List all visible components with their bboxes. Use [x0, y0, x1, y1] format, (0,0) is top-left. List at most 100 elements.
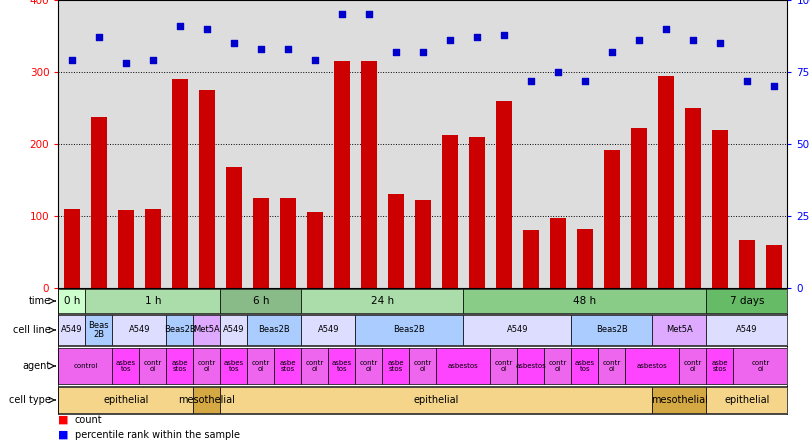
Text: Beas2B: Beas2B [394, 325, 425, 334]
Text: asbe
stos: asbe stos [172, 360, 188, 372]
Text: count: count [75, 415, 102, 425]
Bar [113, 348, 139, 385]
Bar [334, 61, 350, 288]
Point [362, 11, 375, 18]
Point [200, 25, 213, 32]
Text: Beas
2B: Beas 2B [88, 321, 109, 339]
Bar [194, 315, 220, 345]
Text: cell type: cell type [9, 395, 51, 405]
Text: A549: A549 [318, 325, 339, 334]
Bar [652, 387, 706, 413]
Bar [166, 315, 194, 345]
Point [605, 48, 618, 56]
Bar [544, 348, 571, 385]
Text: contr
ol: contr ol [198, 360, 216, 372]
Text: 6 h: 6 h [253, 296, 269, 306]
Bar [145, 209, 161, 288]
Text: time: time [29, 296, 51, 306]
Text: asbestos: asbestos [448, 363, 479, 369]
Text: percentile rank within the sample: percentile rank within the sample [75, 429, 240, 440]
Point [714, 40, 727, 47]
Point [524, 77, 537, 84]
Bar [712, 130, 728, 288]
Text: contr
ol: contr ol [143, 360, 162, 372]
Text: epithelial: epithelial [724, 395, 769, 405]
Text: Beas2B: Beas2B [596, 325, 628, 334]
Bar [253, 198, 269, 288]
Bar [275, 348, 301, 385]
Text: ■: ■ [58, 415, 69, 425]
Text: contr
ol: contr ol [548, 360, 567, 372]
Text: A549: A549 [61, 325, 83, 334]
Point [147, 57, 160, 64]
Text: asbe
stos: asbe stos [387, 360, 404, 372]
Text: contr
ol: contr ol [495, 360, 513, 372]
Bar [577, 229, 593, 288]
Bar [247, 315, 301, 345]
Bar [360, 61, 377, 288]
Bar [409, 348, 437, 385]
Bar [301, 315, 356, 345]
Text: contr
ol: contr ol [751, 360, 769, 372]
Bar [599, 348, 625, 385]
Bar [469, 137, 485, 288]
Text: cell line: cell line [13, 325, 51, 335]
Point [633, 37, 646, 44]
Bar [91, 117, 107, 288]
Text: A549: A549 [223, 325, 245, 334]
Text: asbestos: asbestos [637, 363, 667, 369]
Bar [194, 348, 220, 385]
Text: asbes
tos: asbes tos [575, 360, 595, 372]
Point [92, 34, 105, 41]
Bar [437, 348, 490, 385]
Bar [220, 348, 247, 385]
Bar [415, 200, 431, 288]
Text: agent: agent [23, 361, 51, 371]
Bar [382, 348, 409, 385]
Bar [441, 135, 458, 288]
Text: Beas2B: Beas2B [258, 325, 290, 334]
Bar [739, 240, 755, 288]
Bar [117, 210, 134, 288]
Bar [518, 348, 544, 385]
Bar [680, 348, 706, 385]
Bar [139, 348, 166, 385]
Text: contr
ol: contr ol [360, 360, 378, 372]
Text: control: control [73, 363, 97, 369]
Point [254, 45, 267, 52]
Bar [550, 218, 566, 288]
Bar [113, 315, 166, 345]
Point [281, 45, 294, 52]
Bar [64, 209, 80, 288]
Text: contr
ol: contr ol [305, 360, 324, 372]
Text: asbes
tos: asbes tos [116, 360, 136, 372]
Text: contr
ol: contr ol [252, 360, 270, 372]
Point [416, 48, 429, 56]
Text: Beas2B: Beas2B [164, 325, 196, 334]
Point [309, 57, 322, 64]
Bar [247, 348, 275, 385]
Text: contr
ol: contr ol [603, 360, 621, 372]
Bar [194, 387, 220, 413]
Bar [603, 150, 620, 288]
Bar [571, 315, 652, 345]
Bar [172, 79, 188, 288]
Bar [220, 315, 247, 345]
Text: A549: A549 [129, 325, 150, 334]
Text: asbe
stos: asbe stos [711, 360, 728, 372]
Bar [301, 348, 328, 385]
Bar [684, 108, 701, 288]
Bar [356, 315, 463, 345]
Point [443, 37, 456, 44]
Point [686, 37, 699, 44]
Point [173, 22, 186, 29]
Text: ■: ■ [58, 429, 69, 440]
Bar [706, 289, 787, 313]
Text: A549: A549 [506, 325, 528, 334]
Text: A549: A549 [736, 325, 757, 334]
Bar [328, 348, 356, 385]
Bar [631, 128, 647, 288]
Point [66, 57, 79, 64]
Bar [301, 289, 463, 313]
Bar [765, 245, 782, 288]
